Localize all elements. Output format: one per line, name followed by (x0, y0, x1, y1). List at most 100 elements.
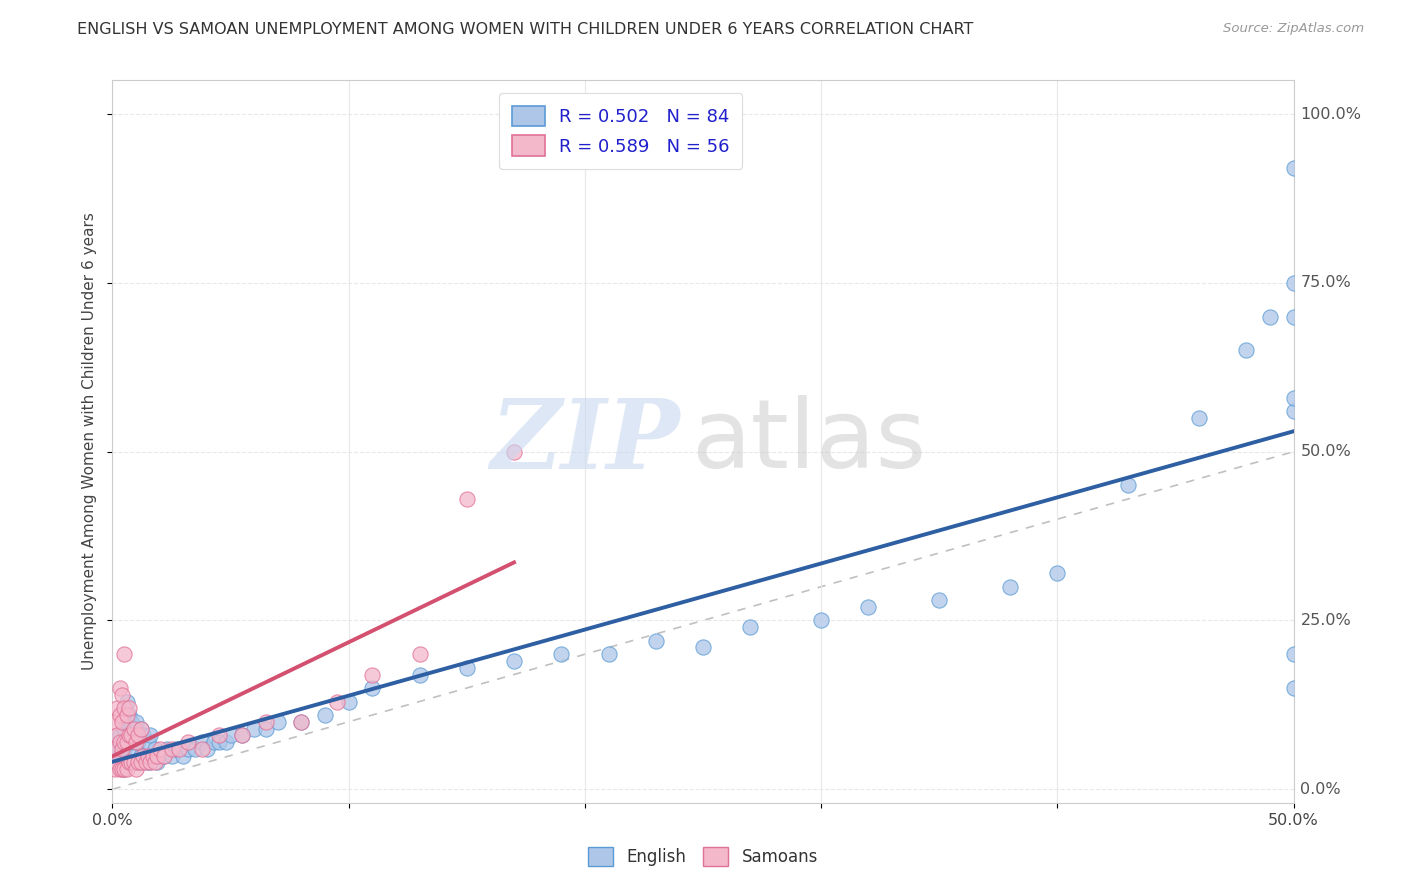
Legend: R = 0.502   N = 84, R = 0.589   N = 56: R = 0.502 N = 84, R = 0.589 N = 56 (499, 93, 742, 169)
Point (143, 756, 166, 770)
Point (112, 741, 135, 756)
Point (191, 741, 214, 756)
Point (361, 681, 384, 695)
Legend: English, Samoans: English, Samoans (579, 838, 827, 875)
Point (139, 728, 162, 742)
Text: 100.0%: 100.0% (1301, 106, 1361, 121)
Point (132, 728, 155, 742)
Point (115, 694, 138, 708)
Point (243, 722, 266, 736)
Point (105, 701, 128, 715)
Point (231, 728, 253, 742)
Point (153, 748, 176, 763)
Point (129, 748, 152, 763)
Point (120, 756, 142, 770)
Point (1282, 310, 1305, 324)
Point (108, 728, 131, 742)
Point (1234, 343, 1257, 358)
Point (108, 735, 131, 749)
Point (326, 694, 349, 708)
Point (122, 722, 145, 736)
Point (167, 741, 190, 756)
Y-axis label: Unemployment Among Women with Children Under 6 years: Unemployment Among Women with Children U… (82, 212, 97, 671)
Point (115, 762, 138, 776)
Point (125, 735, 148, 749)
Point (118, 701, 141, 715)
Point (129, 722, 152, 736)
Point (1258, 310, 1281, 324)
Point (111, 735, 134, 749)
Point (267, 714, 290, 729)
Point (644, 633, 666, 648)
Point (1046, 566, 1069, 581)
Point (120, 756, 142, 770)
Point (125, 762, 148, 776)
Point (219, 728, 242, 742)
Point (120, 735, 142, 749)
Point (142, 748, 165, 763)
Point (550, 647, 572, 661)
Point (146, 756, 169, 770)
Point (160, 748, 183, 763)
Point (503, 444, 526, 458)
Point (105, 756, 128, 770)
Point (998, 580, 1021, 594)
Point (115, 756, 138, 770)
Point (135, 756, 157, 770)
Point (810, 614, 832, 628)
Point (112, 762, 135, 776)
Point (115, 735, 138, 749)
Point (118, 756, 141, 770)
Point (118, 708, 141, 723)
Point (184, 741, 207, 756)
Point (118, 735, 141, 749)
Point (111, 741, 134, 756)
Point (129, 722, 152, 736)
Point (361, 667, 384, 681)
Point (112, 647, 135, 661)
Point (122, 728, 145, 742)
Point (172, 748, 194, 763)
Point (191, 735, 214, 749)
Text: 25.0%: 25.0% (1301, 613, 1351, 628)
Text: Source: ZipAtlas.com: Source: ZipAtlas.com (1223, 22, 1364, 36)
Point (177, 735, 200, 749)
Point (105, 728, 128, 742)
Point (290, 714, 312, 729)
Point (142, 748, 165, 763)
Point (314, 708, 336, 723)
Point (146, 748, 169, 763)
Point (135, 748, 157, 763)
Point (108, 708, 131, 723)
Point (598, 647, 620, 661)
Point (127, 756, 149, 770)
Point (337, 694, 360, 708)
Point (503, 654, 526, 668)
Point (456, 661, 478, 675)
Point (129, 756, 152, 770)
Point (125, 714, 148, 729)
Point (139, 756, 162, 770)
Point (111, 688, 134, 702)
Point (1282, 161, 1305, 175)
Point (104, 741, 127, 756)
Point (231, 728, 253, 742)
Point (858, 599, 880, 614)
Point (928, 593, 950, 607)
Point (254, 714, 277, 729)
Point (122, 748, 145, 763)
Text: atlas: atlas (692, 395, 927, 488)
Point (127, 728, 149, 742)
Point (208, 735, 231, 749)
Point (177, 741, 200, 756)
Point (127, 735, 149, 749)
Point (120, 728, 142, 742)
Point (1282, 681, 1305, 695)
Point (104, 762, 127, 776)
Point (456, 491, 478, 506)
Point (165, 741, 187, 756)
Point (105, 741, 128, 756)
Point (215, 735, 238, 749)
Point (112, 762, 135, 776)
Point (111, 756, 134, 770)
